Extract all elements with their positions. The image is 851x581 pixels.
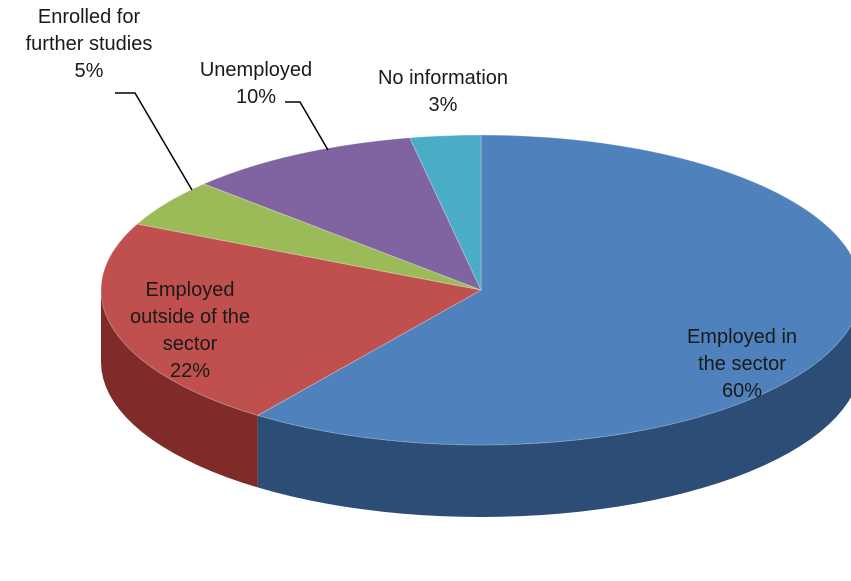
category-label: Unemployed [200, 59, 312, 81]
slice-employed-outside-of-the-sector [100, 223, 483, 416]
slice-employed-in-the-sector [256, 134, 851, 446]
leader-line-unemployed [285, 101, 329, 151]
percent-label: 60% [722, 380, 762, 402]
category-label: Employed in [687, 326, 797, 348]
category-label: Enrolled for [38, 6, 141, 28]
category-label: the sector [698, 353, 786, 375]
percent-label: 22% [170, 360, 210, 382]
leader-line-enrolled-for-further-studies [115, 92, 193, 191]
category-label: Employed [146, 279, 235, 301]
category-label: further studies [26, 33, 153, 55]
slice-side-employed-in-the-sector [257, 325, 851, 517]
pie-sides [101, 290, 851, 517]
percent-label: 3% [429, 94, 458, 116]
category-label: outside of the [130, 306, 250, 328]
percent-label: 10% [236, 86, 276, 108]
category-label: No information [378, 67, 508, 89]
label-no-information: No information 3% [378, 67, 508, 116]
pie-slices [100, 134, 851, 446]
label-unemployed: Unemployed 10% [200, 59, 312, 108]
percent-label: 5% [75, 60, 104, 82]
slice-enrolled-for-further-studies [136, 183, 482, 291]
slice-side-employed-outside-of-the-sector [101, 290, 258, 488]
label-enrolled-for-further-studies: Enrolled for further studies 5% [26, 6, 153, 82]
label-employed-in-the-sector: Employed in the sector 60% [687, 326, 797, 402]
label-employed-outside-of-the-sector: Employed outside of the sector 22% [130, 279, 250, 382]
leader-lines [115, 92, 329, 191]
slice-labels: Employed in the sector 60% Employed outside … [26, 6, 797, 402]
slice-no-information [409, 134, 482, 291]
category-label: sector [163, 333, 218, 355]
slice-unemployed [202, 137, 482, 291]
